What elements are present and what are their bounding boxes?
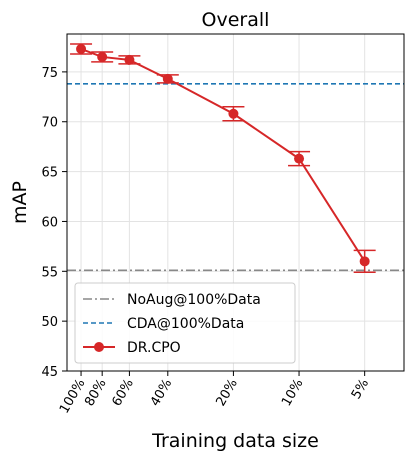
data-point bbox=[76, 43, 87, 54]
data-point bbox=[97, 51, 108, 62]
x-tick-label: 10% bbox=[279, 377, 306, 410]
plot-frame bbox=[66, 33, 405, 372]
x-tick-label: 80% bbox=[82, 377, 109, 410]
data-point bbox=[294, 153, 305, 164]
x-axis: 100%80% 60% 40% 20% 10% 5% bbox=[57, 371, 372, 416]
data-point bbox=[162, 73, 173, 84]
legend-label: CDA@100%Data bbox=[127, 316, 244, 332]
y-tick-label: 75 bbox=[41, 66, 58, 81]
legend-label: DR.CPO bbox=[127, 340, 181, 356]
y-tick-label: 70 bbox=[41, 116, 58, 131]
gridlines bbox=[67, 34, 404, 372]
legend-marker bbox=[94, 342, 104, 352]
data-point bbox=[359, 256, 370, 267]
y-tick-label: 60 bbox=[41, 215, 58, 230]
y-axis: 45 50 55 60 65 70 75 bbox=[41, 66, 67, 380]
y-tick-label: 45 bbox=[41, 365, 58, 380]
series-markers bbox=[70, 43, 376, 274]
legend-label: NoAug@100%Data bbox=[127, 292, 261, 308]
x-axis-label: Training data size bbox=[151, 430, 319, 452]
x-tick-label: 40% bbox=[148, 377, 175, 410]
chart-title: Overall bbox=[202, 9, 270, 31]
x-tick-label: 5% bbox=[349, 377, 372, 402]
legend-box bbox=[74, 282, 296, 364]
legend: NoAug@100%Data CDA@100%Data DR.CPO bbox=[74, 282, 296, 364]
y-axis-label: mAP bbox=[9, 181, 31, 224]
data-point bbox=[124, 54, 135, 65]
y-tick-label: 50 bbox=[41, 315, 58, 330]
y-tick-label: 65 bbox=[41, 166, 58, 181]
y-tick-label: 55 bbox=[41, 265, 58, 280]
x-tick-label: 100% bbox=[57, 377, 89, 417]
data-point bbox=[228, 108, 239, 119]
x-tick-label: 60% bbox=[109, 377, 136, 410]
reference-lines bbox=[67, 83, 404, 272]
series-line bbox=[80, 48, 366, 262]
x-tick-label: 20% bbox=[213, 377, 240, 410]
series-lines bbox=[80, 48, 366, 262]
